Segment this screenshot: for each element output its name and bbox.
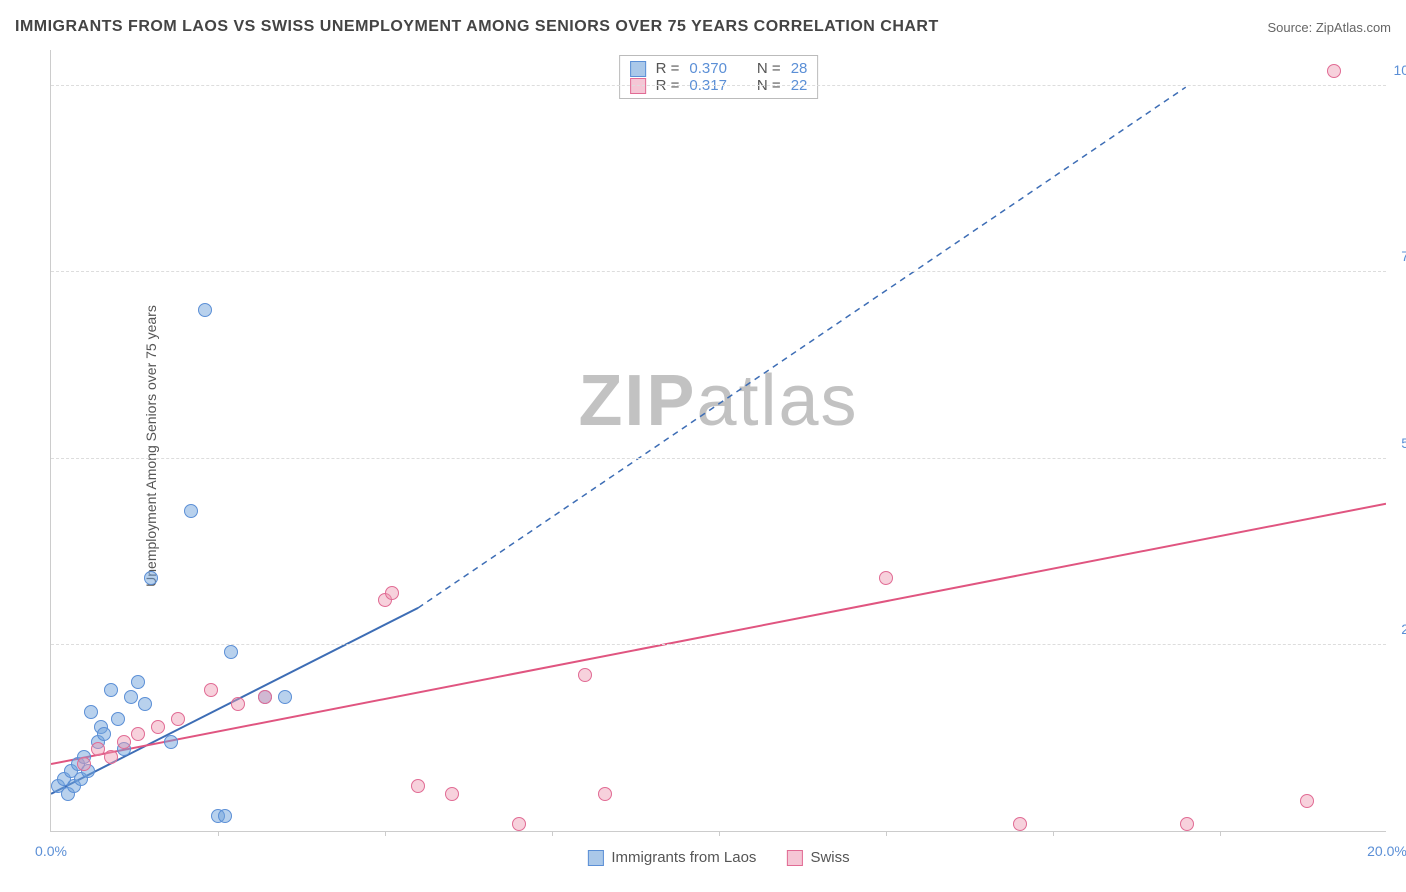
- scatter-point: [231, 697, 245, 711]
- scatter-point: [104, 750, 118, 764]
- legend-swatch: [630, 61, 646, 77]
- scatter-point: [184, 504, 198, 518]
- x-tick-mark: [385, 831, 386, 836]
- y-tick-label: 50.0%: [1401, 435, 1406, 451]
- watermark-zip: ZIP: [578, 361, 696, 441]
- n-value: 28: [791, 60, 808, 77]
- legend-swatch: [786, 850, 802, 866]
- watermark: ZIPatlas: [578, 360, 858, 442]
- x-tick-mark: [218, 831, 219, 836]
- x-tick-mark: [552, 831, 553, 836]
- series-legend: Immigrants from Laos Swiss: [587, 849, 849, 866]
- scatter-point: [578, 668, 592, 682]
- scatter-point: [598, 787, 612, 801]
- x-tick-mark: [719, 831, 720, 836]
- scatter-point: [91, 742, 105, 756]
- n-label: N =: [757, 60, 781, 77]
- legend-label: Swiss: [810, 849, 849, 866]
- y-tick-label: 75.0%: [1401, 248, 1406, 264]
- y-tick-label: 25.0%: [1401, 621, 1406, 637]
- scatter-point: [104, 683, 118, 697]
- scatter-point: [97, 727, 111, 741]
- legend-swatch: [587, 850, 603, 866]
- r-label: R =: [656, 60, 680, 77]
- scatter-point: [164, 735, 178, 749]
- scatter-point: [124, 690, 138, 704]
- x-tick-mark: [1220, 831, 1221, 836]
- scatter-point: [171, 712, 185, 726]
- scatter-point: [278, 690, 292, 704]
- chart-title: IMMIGRANTS FROM LAOS VS SWISS UNEMPLOYME…: [15, 18, 939, 36]
- gridline-horizontal: [51, 458, 1386, 459]
- scatter-point: [879, 571, 893, 585]
- scatter-point: [224, 645, 238, 659]
- x-tick-label: 20.0%: [1367, 843, 1406, 859]
- chart-plot-area: ZIPatlas R = 0.370 N = 28 R = 0.317 N = …: [50, 50, 1386, 832]
- scatter-point: [131, 675, 145, 689]
- trend-lines: [51, 50, 1386, 831]
- scatter-point: [84, 705, 98, 719]
- scatter-point: [1180, 817, 1194, 831]
- scatter-point: [445, 787, 459, 801]
- legend-item: Swiss: [786, 849, 849, 866]
- scatter-point: [204, 683, 218, 697]
- legend-item: Immigrants from Laos: [587, 849, 756, 866]
- correlation-legend: R = 0.370 N = 28 R = 0.317 N = 22: [619, 55, 819, 99]
- x-tick-mark: [1053, 831, 1054, 836]
- gridline-horizontal: [51, 271, 1386, 272]
- gridline-horizontal: [51, 644, 1386, 645]
- y-tick-label: 100.0%: [1394, 62, 1406, 78]
- scatter-point: [1300, 794, 1314, 808]
- source-label: Source: ZipAtlas.com: [1267, 20, 1391, 35]
- scatter-point: [411, 779, 425, 793]
- x-tick-label: 0.0%: [35, 843, 67, 859]
- scatter-point: [218, 809, 232, 823]
- scatter-point: [258, 690, 272, 704]
- legend-row: R = 0.370 N = 28: [630, 60, 808, 77]
- scatter-point: [1013, 817, 1027, 831]
- legend-label: Immigrants from Laos: [611, 849, 756, 866]
- scatter-point: [512, 817, 526, 831]
- watermark-atlas: atlas: [696, 361, 858, 441]
- scatter-point: [385, 586, 399, 600]
- r-value: 0.370: [689, 60, 727, 77]
- scatter-point: [198, 303, 212, 317]
- gridline-horizontal: [51, 85, 1386, 86]
- x-tick-mark: [886, 831, 887, 836]
- scatter-point: [131, 727, 145, 741]
- scatter-point: [1327, 64, 1341, 78]
- scatter-point: [151, 720, 165, 734]
- scatter-point: [117, 735, 131, 749]
- scatter-point: [111, 712, 125, 726]
- scatter-point: [138, 697, 152, 711]
- scatter-point: [77, 757, 91, 771]
- scatter-point: [144, 571, 158, 585]
